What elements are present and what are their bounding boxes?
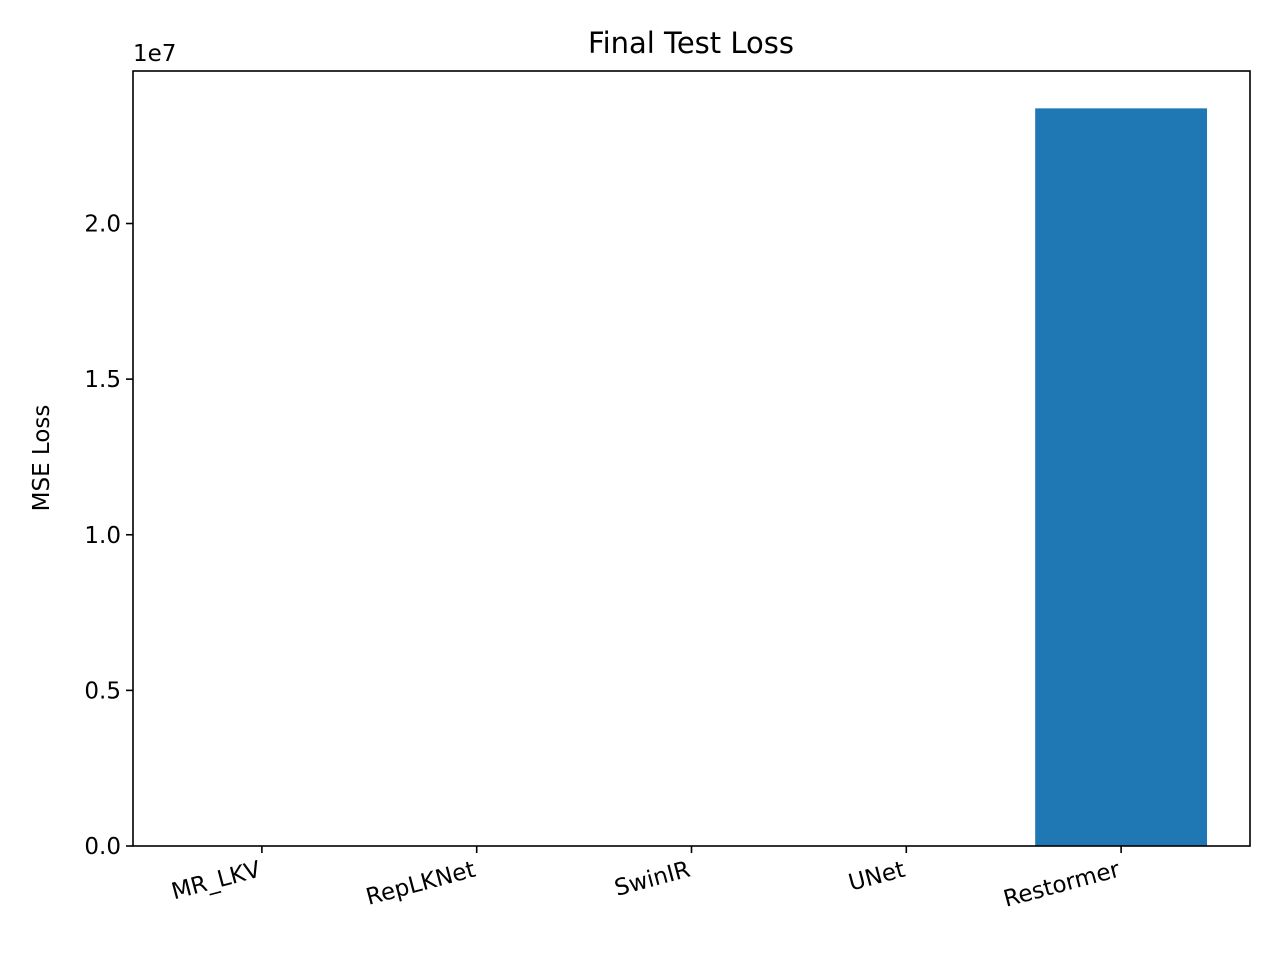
plot-area-frame [132, 70, 1251, 847]
y-tick-label: 2.0 [84, 212, 121, 238]
y-ticks-group: 0.0 0.5 1.0 1.5 2.0 [84, 212, 133, 860]
y-axis-label: MSE Loss [29, 405, 55, 512]
chart-title: Final Test Loss [588, 26, 794, 60]
y-tick-label: 0.0 [84, 834, 121, 860]
y-tick-label: 1.5 [84, 367, 121, 393]
bar-restormer [1035, 108, 1208, 847]
y-tick-label: 1.0 [84, 523, 121, 549]
bars-group [1035, 108, 1208, 847]
y-tick-label: 0.5 [84, 678, 121, 704]
y-offset-label: 1e7 [133, 41, 176, 67]
